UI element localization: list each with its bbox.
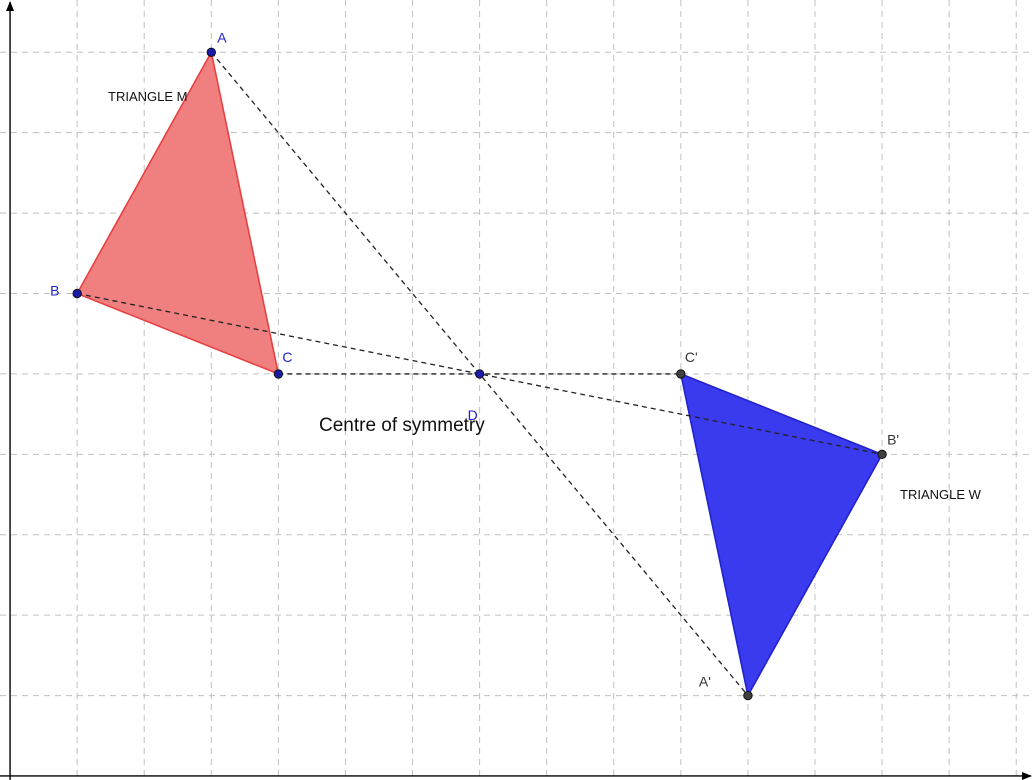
point-a-prime xyxy=(743,690,753,701)
point-a xyxy=(206,47,216,57)
triangle-w xyxy=(680,373,883,697)
point-label-b: B xyxy=(50,283,59,299)
triangle-m xyxy=(76,51,280,375)
point-b-prime xyxy=(877,449,887,460)
point-d xyxy=(474,369,485,379)
triangles xyxy=(76,51,883,697)
x-axis-arrow xyxy=(1022,771,1032,780)
centre-of-symmetry-label: Centre of symmetry xyxy=(319,415,485,436)
segment-b-bprime xyxy=(77,292,883,455)
triangle-w-label: TRIANGLE W xyxy=(900,487,982,502)
point-label-b-prime: B' xyxy=(887,431,899,447)
point-c xyxy=(273,369,284,379)
point-label-c-prime: C' xyxy=(685,349,698,365)
y-axis-arrow xyxy=(6,1,15,11)
point-label-d: D xyxy=(468,407,478,423)
triangle-m-label: TRIANGLE M xyxy=(108,89,187,104)
point-c-prime xyxy=(676,369,686,379)
tick-labels: 012345678910111213140123456789 xyxy=(0,35,968,780)
point-label-c: C xyxy=(282,349,292,365)
point-labels: A B C D A' B' C' xyxy=(50,29,899,689)
points xyxy=(72,47,887,701)
point-b xyxy=(72,288,82,299)
point-label-a-prime: A' xyxy=(699,674,711,690)
point-label-a: A xyxy=(217,29,227,45)
